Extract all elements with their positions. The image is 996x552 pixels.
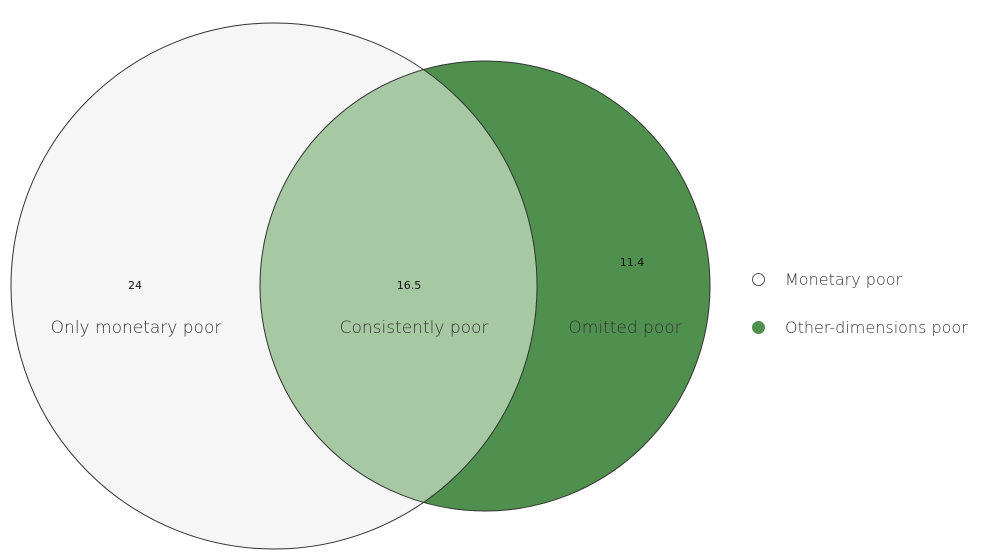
consistently-poor-label: Consistently poor xyxy=(340,318,489,338)
only-monetary-label: Only monetary poor xyxy=(51,318,222,338)
monetary-poor-outline xyxy=(10,22,538,550)
other-dimensions-poor-outline xyxy=(259,60,711,512)
legend-item-monetary-poor: Monetary poor xyxy=(752,266,992,292)
filled-circle-icon xyxy=(752,320,765,334)
legend: Monetary poor Other-dimensions poor xyxy=(752,266,992,362)
omitted-poor-value: 11.4 xyxy=(620,256,645,269)
legend-label-other-dimensions-poor: Other-dimensions poor xyxy=(785,317,968,337)
only-monetary-value: 24 xyxy=(128,279,142,292)
omitted-poor-label: Omitted poor xyxy=(568,318,681,338)
consistently-poor-value: 16.5 xyxy=(397,279,422,292)
legend-label-monetary-poor: Monetary poor xyxy=(785,269,903,289)
hollow-circle-icon xyxy=(752,272,765,286)
legend-item-other-dimensions-poor: Other-dimensions poor xyxy=(752,314,992,340)
overlap-region xyxy=(260,61,537,511)
